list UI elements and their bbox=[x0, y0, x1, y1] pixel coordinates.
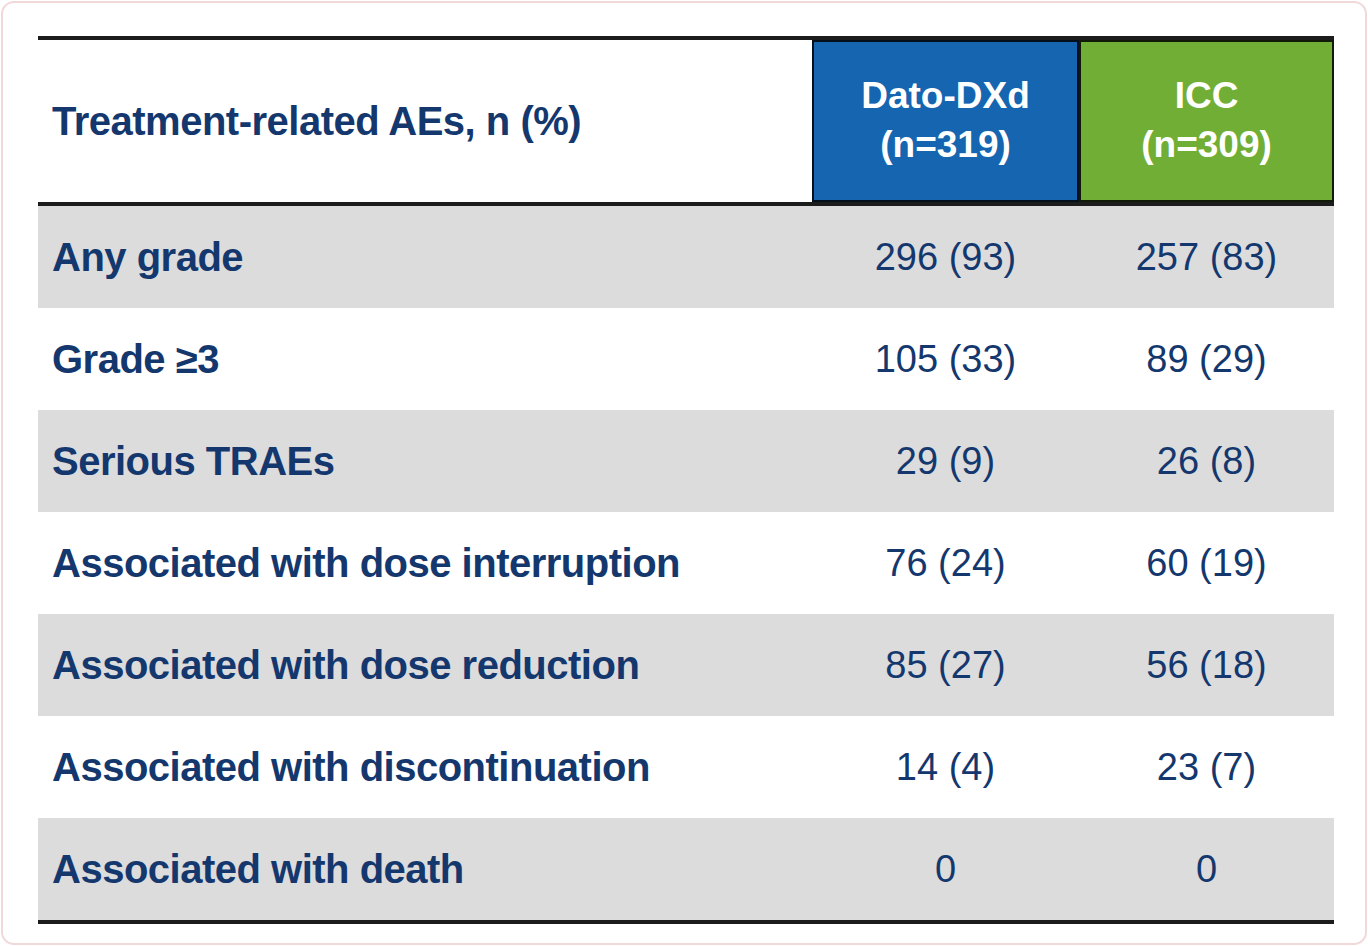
dato-value-cell: 85 (27) bbox=[812, 644, 1079, 687]
trae-table: Treatment-related AEs, n (%) Dato-DXd (n… bbox=[38, 36, 1334, 924]
row-label: Associated with dose reduction bbox=[38, 643, 812, 688]
column-header-dato-dxd: Dato-DXd (n=319) bbox=[812, 40, 1079, 202]
table-row: Grade ≥3 105 (33) 89 (29) bbox=[38, 308, 1334, 410]
icc-value-cell: 23 (7) bbox=[1079, 746, 1334, 789]
table-header-row: Treatment-related AEs, n (%) Dato-DXd (n… bbox=[38, 36, 1334, 206]
table-row: Associated with discontinuation 14 (4) 2… bbox=[38, 716, 1334, 818]
dato-value-cell: 296 (93) bbox=[812, 236, 1079, 279]
icc-value-cell: 257 (83) bbox=[1079, 236, 1334, 279]
dato-value-cell: 14 (4) bbox=[812, 746, 1079, 789]
icc-value-cell: 26 (8) bbox=[1079, 440, 1334, 483]
row-label: Associated with discontinuation bbox=[38, 745, 812, 790]
table-title: Treatment-related AEs, n (%) bbox=[52, 99, 581, 144]
row-label: Associated with death bbox=[38, 847, 812, 892]
row-label: Serious TRAEs bbox=[38, 439, 812, 484]
table-row: Associated with death 0 0 bbox=[38, 818, 1334, 920]
icc-value-cell: 60 (19) bbox=[1079, 542, 1334, 585]
icc-value-cell: 0 bbox=[1079, 848, 1334, 891]
slide-canvas: { "colors": { "navy": "#14386E", "blue":… bbox=[0, 0, 1368, 946]
row-label: Grade ≥3 bbox=[38, 337, 812, 382]
row-label: Any grade bbox=[38, 235, 812, 280]
icc-value-cell: 89 (29) bbox=[1079, 338, 1334, 381]
row-label: Associated with dose interruption bbox=[38, 541, 812, 586]
column-header-icc: ICC (n=309) bbox=[1079, 40, 1334, 202]
column-header-icc-n: (n=309) bbox=[1141, 121, 1272, 170]
column-header-icc-name: ICC bbox=[1175, 72, 1239, 121]
column-header-dato-name: Dato-DXd bbox=[861, 72, 1030, 121]
column-header-dato-n: (n=319) bbox=[880, 121, 1011, 170]
icc-value-cell: 56 (18) bbox=[1079, 644, 1334, 687]
table-row: Associated with dose reduction 85 (27) 5… bbox=[38, 614, 1334, 716]
table-row: Any grade 296 (93) 257 (83) bbox=[38, 206, 1334, 308]
dato-value-cell: 105 (33) bbox=[812, 338, 1079, 381]
dato-value-cell: 29 (9) bbox=[812, 440, 1079, 483]
table-body: Any grade 296 (93) 257 (83) Grade ≥3 105… bbox=[38, 206, 1334, 924]
dato-value-cell: 76 (24) bbox=[812, 542, 1079, 585]
dato-value-cell: 0 bbox=[812, 848, 1079, 891]
table-row: Associated with dose interruption 76 (24… bbox=[38, 512, 1334, 614]
table-row: Serious TRAEs 29 (9) 26 (8) bbox=[38, 410, 1334, 512]
table-title-cell: Treatment-related AEs, n (%) bbox=[38, 40, 812, 202]
